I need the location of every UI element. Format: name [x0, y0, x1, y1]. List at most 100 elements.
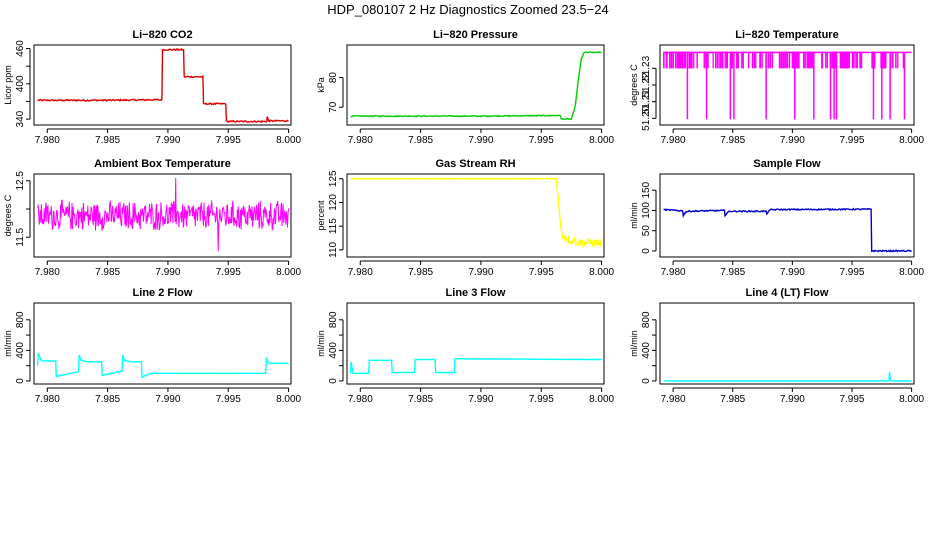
y-tick-label: 80	[328, 72, 339, 84]
series-line	[37, 47, 289, 124]
x-tick-label: 7.990	[468, 394, 493, 405]
plot-frame	[346, 173, 605, 258]
y-axis-label: ml/min	[629, 330, 639, 357]
x-tick-label: 7.995	[839, 267, 864, 278]
y-axis-label: ml/min	[3, 330, 13, 357]
y-axis-label: kPa	[316, 77, 326, 93]
y-tick-label: 400	[641, 342, 652, 359]
y-tick-label: 51.22	[641, 72, 652, 97]
x-tick-label: 7.980	[348, 135, 373, 146]
x-tick-label: 7.995	[529, 135, 554, 146]
plot-area	[36, 353, 289, 379]
panel-title: Ambient Box Temperature	[94, 158, 231, 170]
plot-area	[350, 177, 603, 249]
panel-5: 7.980 7.985 7.990 7.995 8.000 110 115 120 125 per…	[316, 158, 615, 278]
x-tick-label: 7.990	[780, 394, 805, 405]
panel-title: Gas Stream RH	[435, 158, 515, 170]
x-tick-label: 7.985	[720, 394, 745, 405]
x-tick-label: 8.000	[276, 267, 301, 278]
plot-frame	[33, 173, 292, 258]
y-axis-label: percent	[316, 200, 326, 231]
x-tick-label: 7.990	[155, 394, 180, 405]
x-tick-label: 7.990	[780, 135, 805, 146]
panel-title: Line 4 (LT) Flow	[746, 287, 829, 299]
y-axis-label: ml/min	[629, 202, 639, 229]
x-tick-label: 7.995	[216, 394, 241, 405]
x-tick-label: 7.980	[348, 394, 373, 405]
x-tick-label: 7.995	[529, 394, 554, 405]
x-tick-label: 7.980	[35, 394, 60, 405]
plot-frame	[33, 302, 292, 385]
x-tick-label: 7.990	[468, 267, 493, 278]
y-tick-label: 460	[15, 40, 26, 57]
series-line	[663, 371, 912, 382]
panel-6: 7.980 7.985 7.990 7.995 8.000 0 50 100 150ml/min…	[629, 158, 925, 278]
x-tick-label: 7.985	[408, 267, 433, 278]
series-line	[350, 51, 602, 121]
y-tick-label: 51.21	[641, 89, 652, 114]
y-tick-label: 800	[328, 311, 339, 328]
plot-frame	[346, 302, 605, 385]
x-tick-label: 8.000	[899, 267, 924, 278]
plot-frame	[659, 44, 915, 126]
x-tick-label: 7.995	[216, 135, 241, 146]
panel-title: Sample Flow	[753, 158, 821, 170]
plot-area	[37, 177, 290, 252]
y-tick-label: 150	[641, 181, 652, 198]
x-tick-label: 7.980	[661, 267, 686, 278]
plot-area	[663, 371, 912, 382]
x-tick-label: 7.990	[155, 135, 180, 146]
x-tick-label: 7.990	[468, 135, 493, 146]
x-tick-label: 7.985	[720, 135, 745, 146]
y-tick-label: 0	[641, 248, 652, 254]
y-tick-label: 11.5	[15, 227, 26, 246]
x-tick-label: 7.980	[35, 135, 60, 146]
y-tick-label: 12.5	[15, 171, 26, 191]
x-tick-label: 7.995	[529, 267, 554, 278]
plot-area	[349, 357, 602, 375]
y-tick-label: 400	[15, 342, 26, 359]
x-tick-label: 8.000	[276, 394, 301, 405]
panel-title: Li−820 Pressure	[433, 29, 518, 41]
y-tick-label: 340	[15, 110, 26, 127]
plot-frame	[659, 173, 915, 258]
plot-frame	[33, 44, 292, 126]
series-line	[349, 357, 602, 375]
x-tick-label: 7.990	[780, 267, 805, 278]
y-axis-label: degrees C	[3, 194, 13, 236]
y-tick-label: 51.20	[641, 105, 652, 130]
y-tick-label: 0	[15, 378, 26, 384]
x-tick-label: 7.985	[408, 394, 433, 405]
x-tick-label: 7.985	[95, 135, 120, 146]
plot-area	[37, 47, 289, 124]
x-tick-label: 7.980	[661, 394, 686, 405]
series-line	[350, 177, 603, 249]
y-tick-label: 800	[641, 311, 652, 328]
plot-area	[663, 207, 912, 253]
panel-title: Li−820 CO2	[132, 29, 192, 41]
y-axis-label: degrees C	[629, 64, 639, 106]
y-tick-label: 50	[641, 225, 652, 237]
y-tick-label: 0	[328, 378, 339, 384]
panel-3: 7.980 7.985 7.990 7.995 8.000 51.2051.2151.22…	[629, 29, 925, 146]
x-tick-label: 7.980	[348, 267, 373, 278]
x-tick-label: 8.000	[899, 135, 924, 146]
x-tick-label: 7.980	[35, 267, 60, 278]
x-tick-label: 8.000	[589, 135, 614, 146]
figure-title: HDP_080107 2 Hz Diagnostics Zoomed 23.5−…	[327, 2, 609, 17]
x-tick-label: 8.000	[276, 135, 301, 146]
y-tick-label: 120	[328, 194, 339, 211]
y-axis-label: Licor ppm	[3, 65, 13, 105]
y-tick-label: 70	[328, 101, 339, 113]
panel-1: 7.980 7.985 7.990 7.995 8.000 340 400 460Licor …	[3, 29, 302, 146]
panel-title: Line 3 Flow	[446, 287, 506, 299]
y-tick-label: 400	[15, 75, 26, 92]
y-tick-label: 800	[15, 311, 26, 328]
y-tick-label: 400	[328, 342, 339, 359]
x-tick-label: 8.000	[899, 394, 924, 405]
